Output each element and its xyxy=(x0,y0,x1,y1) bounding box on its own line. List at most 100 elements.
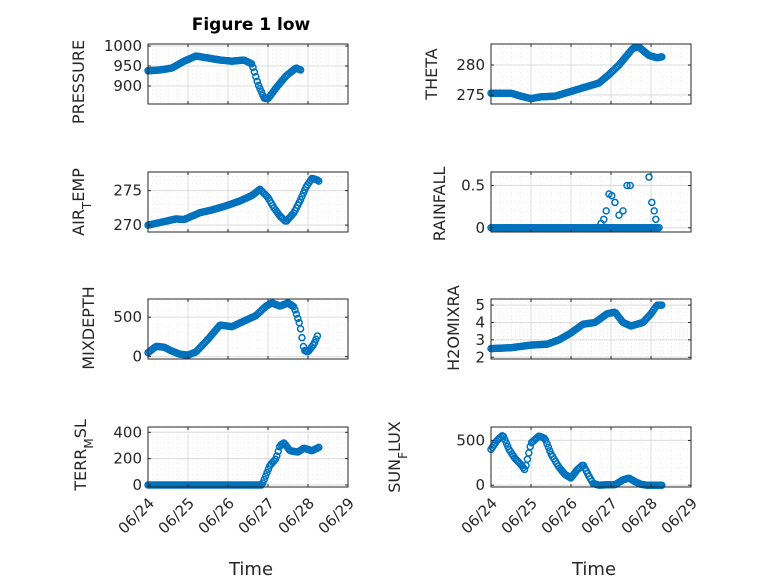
subplot-mixdepth: 0 500 MIXDEPTH xyxy=(79,286,349,370)
data-point xyxy=(520,465,529,474)
data-point xyxy=(543,439,551,448)
data-point xyxy=(608,191,616,200)
data-point xyxy=(619,207,627,215)
data-point xyxy=(296,325,305,333)
y-tick-label: 200 xyxy=(113,450,142,468)
subplot-grid: 900 950 1000 PRESSURE 275 280 THETA 270 275 AIRTE… xyxy=(69,37,701,537)
y-tick-label: 950 xyxy=(113,57,142,75)
x-tick-label: 06/27 xyxy=(578,494,621,537)
data-point xyxy=(602,207,610,215)
data-point xyxy=(544,443,553,452)
x-tick-label: 06/29 xyxy=(658,494,701,537)
y-tick-label: 900 xyxy=(113,77,142,95)
axes-box xyxy=(147,298,349,360)
axes-box xyxy=(490,171,692,233)
figure-title: Figure 1 low xyxy=(192,15,311,35)
y-tick-label: 500 xyxy=(113,308,142,326)
y-axis-label: H2OMIXRA xyxy=(444,285,463,371)
x-tick-label: 06/24 xyxy=(115,494,158,537)
y-tick-label: 270 xyxy=(113,216,142,234)
y-tick-label: 1000 xyxy=(104,37,142,55)
data-point xyxy=(296,66,305,74)
data-point xyxy=(313,332,322,340)
x-tick-label: 06/28 xyxy=(618,494,661,537)
data-point xyxy=(291,306,299,314)
data-point xyxy=(292,310,301,318)
data-point xyxy=(523,455,532,463)
data-point xyxy=(658,301,666,309)
data-point xyxy=(249,63,257,72)
y-tick-label: 2 xyxy=(475,348,485,366)
data-point xyxy=(658,53,666,61)
y-tick-label: 275 xyxy=(113,182,142,200)
y-tick-label: 400 xyxy=(113,423,142,441)
y-tick-label: 0 xyxy=(475,476,485,494)
y-tick-label: 0.5 xyxy=(461,177,485,195)
data-point xyxy=(298,333,306,342)
x-tick-label: 06/26 xyxy=(195,494,238,537)
data-point xyxy=(294,314,302,323)
y-tick-label: 500 xyxy=(456,431,485,449)
axes-box xyxy=(490,426,692,488)
data-point xyxy=(623,181,631,190)
x-tick-label: 06/25 xyxy=(155,494,198,537)
y-tick-label: 280 xyxy=(456,56,485,74)
data-point xyxy=(615,211,623,219)
y-tick-label: 0 xyxy=(132,476,142,494)
data-point xyxy=(600,215,608,224)
subplot-air_temp: 270 275 AIRTEMP xyxy=(69,168,349,236)
x-tick-label: 06/29 xyxy=(315,494,358,537)
data-point xyxy=(261,472,270,480)
data-point xyxy=(626,181,634,190)
y-tick-label: 3 xyxy=(475,331,485,349)
y-axis-label: THETA xyxy=(422,48,441,100)
data-point xyxy=(254,186,263,195)
data-point xyxy=(541,436,550,444)
subplot-rainfall: 0 0.5 RAINFALL xyxy=(430,167,692,242)
axes-box xyxy=(147,171,349,233)
y-axis-label: PRESSURE xyxy=(69,40,88,124)
x-axis-label-right: Time xyxy=(571,559,616,580)
subplot-theta: 275 280 THETA xyxy=(422,43,692,105)
y-tick-label: 275 xyxy=(456,86,485,104)
data-point xyxy=(315,177,323,185)
y-tick-label: 0 xyxy=(475,219,485,237)
axes-box xyxy=(490,298,692,360)
x-axis-label-left: Time xyxy=(228,559,273,580)
data-point xyxy=(263,468,271,477)
axes-box xyxy=(490,43,692,105)
y-tick-label: 4 xyxy=(475,313,485,331)
y-axis-label: MIXDEPTH xyxy=(79,286,98,369)
data-point xyxy=(250,68,259,76)
data-point xyxy=(645,173,653,181)
x-tick-label: 06/27 xyxy=(235,494,278,537)
x-tick-label: 06/28 xyxy=(275,494,318,537)
y-axis-label: RAINFALL xyxy=(430,167,449,242)
y-tick-label: 5 xyxy=(475,296,485,314)
data-point xyxy=(247,60,256,68)
data-point xyxy=(259,479,267,487)
data-point xyxy=(652,215,660,224)
data-point xyxy=(274,447,282,456)
y-axis-label: TERRMSL xyxy=(71,419,96,492)
data-point xyxy=(611,198,619,207)
y-axis-label: SUNFLUX xyxy=(385,421,410,493)
data-point xyxy=(655,224,663,232)
subplot-pressure: 900 950 1000 PRESSURE xyxy=(69,37,349,124)
axes-box xyxy=(147,426,349,488)
y-axis-label: AIRTEMP xyxy=(69,168,94,236)
data-point xyxy=(658,481,666,489)
data-point xyxy=(648,198,656,207)
data-point xyxy=(252,72,260,81)
y-tick-label: 0 xyxy=(132,348,142,366)
x-tick-label: 06/26 xyxy=(538,494,581,537)
x-tick-label: 06/25 xyxy=(498,494,541,537)
data-point xyxy=(253,77,261,86)
x-tick-label: 06/24 xyxy=(458,494,501,537)
axes-box xyxy=(147,43,349,105)
data-point xyxy=(650,207,658,215)
